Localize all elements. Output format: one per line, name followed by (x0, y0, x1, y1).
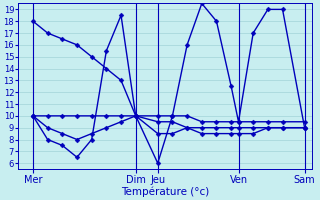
X-axis label: Température (°c): Température (°c) (121, 186, 209, 197)
